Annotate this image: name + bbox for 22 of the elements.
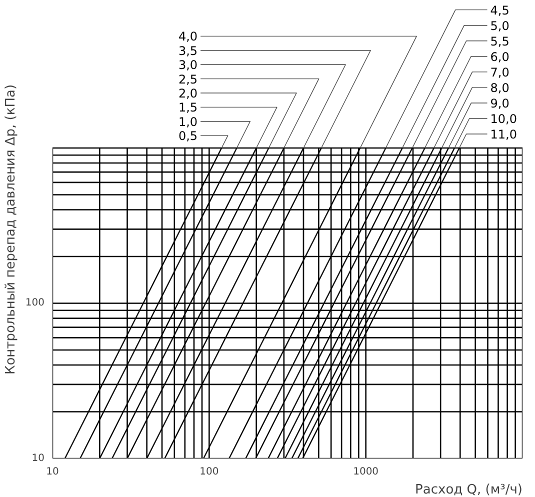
text: 8,0 — [490, 80, 510, 95]
text: 3,5 — [178, 44, 198, 58]
text: 11,0 — [490, 128, 517, 142]
series-label: 0,5 — [178, 129, 198, 144]
text: 2,5 — [178, 72, 198, 86]
text: 6,0 — [490, 50, 510, 64]
text: 5,0 — [490, 18, 510, 33]
text: 3,0 — [178, 58, 198, 72]
text: 4,5 — [490, 3, 510, 18]
text: 7,0 — [490, 65, 510, 80]
text: 5,5 — [490, 34, 510, 48]
text: 1,5 — [178, 100, 198, 115]
y-axis-title: Контрольный перепад давления Δp, (кПа) — [3, 84, 18, 375]
text: 10,0 — [490, 112, 517, 126]
x-axis-title: Расход Q, (м³/ч) — [415, 482, 523, 497]
x-tick-label: 10 — [46, 466, 59, 478]
text: 9,0 — [490, 96, 510, 110]
text: 2,0 — [178, 86, 198, 100]
text: 4,0 — [178, 30, 198, 44]
text: 1,0 — [178, 114, 198, 129]
x-tick-label: 100 — [200, 466, 219, 478]
x-tick-label: 1000 — [353, 466, 379, 478]
